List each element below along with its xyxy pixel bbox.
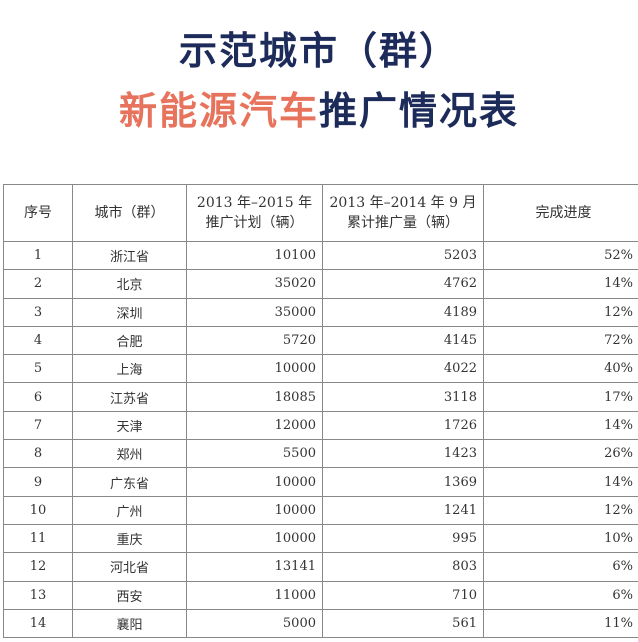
cell-index: 1 [3,240,73,271]
cell-cumulative: 1369 [322,467,484,497]
cell-progress: 17% [483,382,638,412]
cell-plan: 35000 [186,297,323,327]
cell-plan: 10000 [186,523,323,554]
cell-progress: 10% [483,523,638,554]
header-index: 序号 [3,184,73,242]
cell-plan: 18085 [186,382,323,412]
cell-city: 深圳 [72,297,187,327]
cell-index: 13 [3,580,73,610]
cell-city: 重庆 [72,523,187,554]
cell-city: 西安 [72,580,187,610]
cell-city: 河北省 [72,552,187,582]
cell-progress: 12% [483,495,638,525]
cell-cumulative: 4145 [322,325,484,356]
header-cumulative: 2013 年–2014 年 9 月累计推广量（辆） [322,184,484,242]
cell-index: 4 [3,325,73,356]
table-row: 12 河北省 13141 803 6% [3,552,638,582]
table-row: 3 深圳 35000 4189 12% [3,297,638,327]
title-accent: 新能源汽车 [118,89,319,133]
cell-cumulative: 995 [322,523,484,554]
cell-cumulative: 1423 [322,439,484,469]
cell-index: 6 [3,382,73,412]
cell-plan: 5500 [186,439,323,469]
cell-index: 9 [3,467,73,497]
table-row: 6 江苏省 18085 3118 17% [3,382,638,412]
cell-cumulative: 3118 [322,382,484,412]
cell-city: 襄阳 [72,608,187,639]
table-row: 14 襄阳 5000 561 11% [3,608,638,639]
cell-cumulative: 1726 [322,410,484,441]
cell-progress: 12% [483,297,638,327]
cell-plan: 13141 [186,552,323,582]
cell-plan: 10100 [186,240,323,271]
cell-index: 8 [3,439,73,469]
cell-progress: 14% [483,269,638,299]
cell-city: 广东省 [72,467,187,497]
cell-cumulative: 4022 [322,354,484,384]
cell-city: 广州 [72,495,187,525]
table-row: 4 合肥 5720 4145 72% [3,325,638,356]
cell-progress: 26% [483,439,638,469]
cell-plan: 11000 [186,580,323,610]
cell-progress: 6% [483,552,638,582]
cell-progress: 6% [483,580,638,610]
cell-index: 5 [3,354,73,384]
cell-plan: 35020 [186,269,323,299]
cell-city: 北京 [72,269,187,299]
cell-progress: 14% [483,410,638,441]
table-row: 2 北京 35020 4762 14% [3,269,638,299]
cell-progress: 14% [483,467,638,497]
cell-plan: 5000 [186,608,323,639]
cell-index: 10 [3,495,73,525]
cell-plan: 10000 [186,495,323,525]
header-progress: 完成进度 [483,184,638,242]
cell-city: 天津 [72,410,187,441]
title-line-1: 示范城市（群） [178,29,459,73]
cell-progress: 52% [483,240,638,271]
table-row: 1 浙江省 10100 5203 52% [3,240,638,271]
cell-city: 江苏省 [72,382,187,412]
table-row: 8 郑州 5500 1423 26% [3,439,638,469]
table-row: 11 重庆 10000 995 10% [3,523,638,554]
cell-index: 11 [3,523,73,554]
cell-index: 14 [3,608,73,639]
cell-city: 上海 [72,354,187,384]
cell-plan: 5720 [186,325,323,356]
title-line-2: 新能源汽车推广情况表 [0,80,638,135]
cell-plan: 10000 [186,467,323,497]
title-rest: 推广情况表 [319,89,520,133]
cell-cumulative: 4762 [322,269,484,299]
cell-city: 浙江省 [72,240,187,271]
table-row: 13 西安 11000 710 6% [3,580,638,610]
table-row: 7 天津 12000 1726 14% [3,410,638,441]
cell-cumulative: 1241 [322,495,484,525]
table-row: 9 广东省 10000 1369 14% [3,467,638,497]
cell-city: 合肥 [72,325,187,356]
cell-cumulative: 4189 [322,297,484,327]
table-row: 5 上海 10000 4022 40% [3,354,638,384]
cell-index: 7 [3,410,73,441]
cell-cumulative: 561 [322,608,484,639]
cell-cumulative: 803 [322,552,484,582]
cell-index: 3 [3,297,73,327]
header-plan: 2013 年–2015 年推广计划（辆） [186,184,323,242]
cell-cumulative: 5203 [322,240,484,271]
header-city: 城市（群） [72,184,187,242]
cell-progress: 11% [483,608,638,639]
cell-progress: 72% [483,325,638,356]
cell-progress: 40% [483,354,638,384]
cell-cumulative: 710 [322,580,484,610]
table-row: 10 广州 10000 1241 12% [3,495,638,525]
header-row: 序号 城市（群） 2013 年–2015 年推广计划（辆） 2013 年–201… [3,184,638,242]
cell-plan: 12000 [186,410,323,441]
cell-index: 2 [3,269,73,299]
cell-city: 郑州 [72,439,187,469]
promotion-table: 序号 城市（群） 2013 年–2015 年推广计划（辆） 2013 年–201… [3,184,638,639]
cell-index: 12 [3,552,73,582]
cell-plan: 10000 [186,354,323,384]
